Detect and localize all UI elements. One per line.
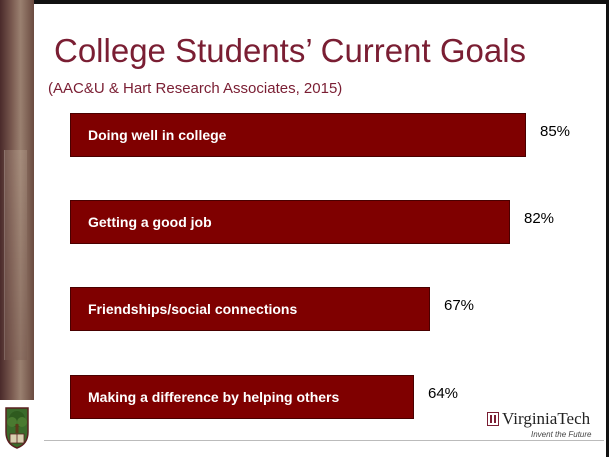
bar-category-label: Getting a good job <box>88 214 212 230</box>
crest-area <box>0 400 34 457</box>
top-border <box>0 0 609 4</box>
bar-value-label: 85% <box>540 123 571 140</box>
footer-divider <box>44 440 604 441</box>
bar-category-label: Making a difference by helping others <box>88 389 340 405</box>
bar-value-label: 67% <box>444 297 475 314</box>
virginia-tech-logo: VirginiaTech Invent the Future <box>487 409 591 441</box>
logo-wordmark: VirginiaTech <box>502 409 591 428</box>
bar-value-label: 64% <box>428 385 459 402</box>
hokie-stone-icon <box>487 412 499 426</box>
bar-category-label: Doing well in college <box>88 127 227 143</box>
chart-bar <box>70 287 430 331</box>
chart-bar <box>70 375 414 419</box>
slide-title: College Students’ Current Goals <box>54 32 527 69</box>
bar-category-label: Friendships/social connections <box>88 301 298 317</box>
right-border <box>606 0 609 457</box>
tower-image <box>4 150 27 360</box>
logo-tagline: Invent the Future <box>531 430 592 439</box>
slide-subtitle: (AAC&U & Hart Research Associates, 2015) <box>48 80 343 97</box>
chart-bar <box>70 200 510 244</box>
tree-crest-icon <box>5 407 29 449</box>
bar-value-label: 82% <box>524 210 555 227</box>
side-photo-strip <box>0 0 34 457</box>
chart-bar <box>70 113 526 157</box>
